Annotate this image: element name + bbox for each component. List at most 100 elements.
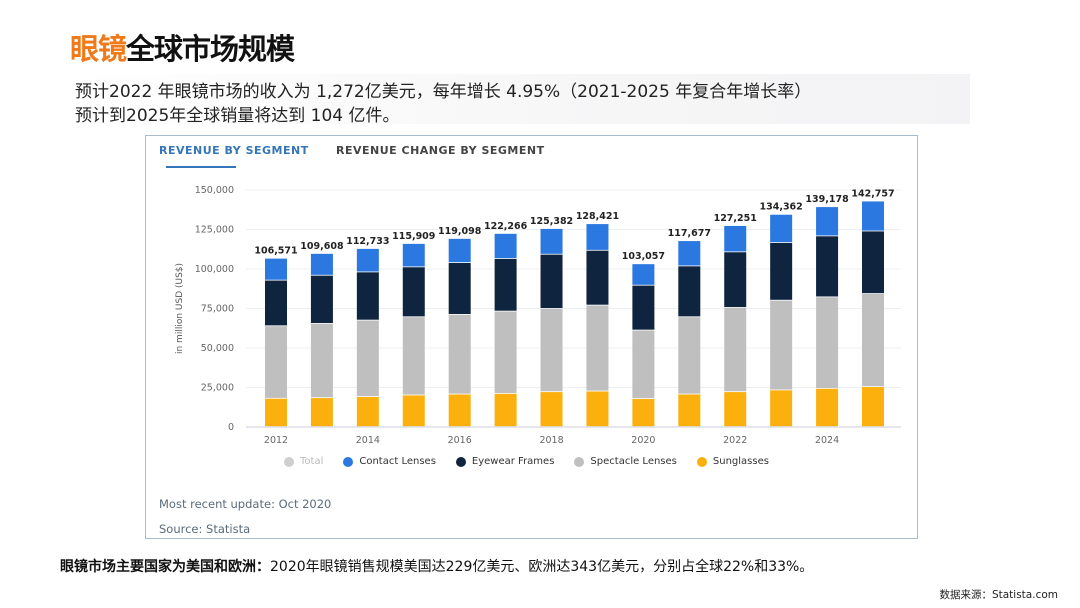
y-tick-label: 50,000	[201, 343, 234, 354]
bar-segment-spectacle-lenses	[632, 330, 655, 399]
bar-segment-spectacle-lenses	[862, 293, 884, 387]
bar-segment-spectacle-lenses	[310, 323, 333, 398]
bar-segment-sunglasses	[310, 398, 333, 427]
y-tick-label: 0	[228, 422, 234, 433]
data-label-total: 117,677	[668, 228, 711, 239]
bar-segment-contact-lenses	[770, 214, 793, 243]
data-label-total: 112,733	[346, 236, 389, 247]
bar-segment-eyewear-frames	[816, 236, 839, 297]
bar-segment-spectacle-lenses	[356, 320, 379, 397]
chart-legend: Total Contact Lenses Eyewear Frames Spec…	[284, 456, 769, 467]
bar-segment-contact-lenses	[678, 241, 701, 266]
legend-item-eyewear-frames[interactable]: Eyewear Frames	[455, 456, 555, 467]
bar-segment-eyewear-frames	[678, 266, 701, 317]
y-tick-label: 75,000	[201, 304, 234, 315]
bar-segment-sunglasses	[402, 395, 425, 427]
legend-item-sunglasses[interactable]: Sunglasses	[696, 456, 769, 467]
bar-segment-contact-lenses	[816, 207, 839, 236]
legend-dot	[284, 456, 294, 467]
x-tick-label: 2024	[815, 435, 839, 446]
x-tick-label: 2018	[539, 435, 563, 446]
legend-label: Sunglasses	[712, 456, 769, 467]
bar-segment-eyewear-frames	[724, 252, 747, 308]
y-axis-title: in million USD (US$)	[175, 263, 185, 354]
bar-segment-spectacle-lenses	[816, 297, 839, 388]
bar-segment-contact-lenses	[402, 243, 425, 267]
data-label-total: 125,382	[530, 216, 573, 227]
bar-segment-eyewear-frames	[586, 250, 609, 305]
legend-item-spectacle-lenses[interactable]: Spectacle Lenses	[574, 456, 677, 467]
bar-segment-eyewear-frames	[770, 242, 793, 300]
chart-card: REVENUE BY SEGMENT REVENUE CHANGE BY SEG…	[145, 135, 918, 539]
bar-segment-contact-lenses	[586, 224, 609, 250]
stacked-bar-chart: 0 25,000 50,000 75,000 100,000 125,000 150,000…	[175, 185, 901, 446]
legend-item-contact-lenses[interactable]: Contact Lenses	[343, 456, 436, 467]
x-tick-label: 2014	[356, 435, 380, 446]
bar-segment-sunglasses	[678, 394, 701, 427]
bar-segment-eyewear-frames	[265, 280, 287, 326]
bar-segment-sunglasses	[494, 393, 517, 427]
bar-segment-contact-lenses	[494, 233, 517, 259]
bar-segment-eyewear-frames	[862, 231, 884, 294]
title-highlight: 眼镜	[70, 32, 127, 66]
bar-segment-spectacle-lenses	[770, 300, 793, 390]
bar-segment-spectacle-lenses	[402, 317, 425, 395]
bar-segment-sunglasses	[586, 391, 609, 427]
bar-segment-eyewear-frames	[632, 285, 655, 330]
summary-line-1: 预计2022 年眼镜市场的收入为 1,272亿美元，每年增长 4.95%（202…	[75, 82, 812, 102]
bar-segment-sunglasses	[540, 392, 563, 427]
bar-segment-contact-lenses	[448, 238, 471, 263]
y-tick-label: 25,000	[201, 383, 234, 394]
bar-segment-spectacle-lenses	[586, 305, 609, 391]
data-label-total: 139,178	[805, 194, 849, 205]
data-label-total: 103,057	[622, 251, 665, 262]
bar-segment-spectacle-lenses	[724, 307, 747, 392]
bar-segment-eyewear-frames	[494, 258, 517, 311]
title-rest: 全球市场规模	[126, 32, 295, 66]
bar-segment-eyewear-frames	[402, 267, 425, 317]
legend-dot	[696, 456, 707, 467]
data-source-note: 数据来源：Statista.com	[939, 589, 1058, 601]
data-label-total: 109,608	[300, 241, 344, 252]
bar-segment-spectacle-lenses	[678, 317, 701, 394]
data-label-total: 122,266	[484, 221, 528, 232]
data-label-total: 127,251	[714, 213, 757, 224]
bar-segment-sunglasses	[265, 398, 287, 427]
legend-item-total[interactable]: Total	[284, 456, 323, 467]
bar-segment-sunglasses	[770, 390, 793, 427]
bar-segment-contact-lenses	[265, 258, 287, 280]
bar-segment-sunglasses	[632, 399, 655, 427]
bar-segment-sunglasses	[448, 394, 471, 427]
tab-revenue-by-segment[interactable]: REVENUE BY SEGMENT	[159, 144, 309, 157]
bar-segment-contact-lenses	[540, 228, 563, 254]
x-tick-label: 2012	[264, 435, 288, 446]
source-note: Source: Statista	[159, 522, 251, 536]
x-tick-label: 2022	[723, 435, 747, 446]
y-tick-label: 100,000	[195, 264, 234, 275]
update-note: Most recent update: Oct 2020	[159, 497, 332, 511]
bar-segment-contact-lenses	[632, 264, 655, 285]
bar-segment-sunglasses	[862, 387, 884, 427]
legend-dot	[455, 456, 466, 467]
data-label-total: 115,909	[392, 231, 435, 242]
legend-label: Total	[300, 456, 324, 467]
footer-bold: 眼镜市场主要国家为美国和欧洲：	[60, 559, 270, 575]
tab-revenue-change-by-segment[interactable]: REVENUE CHANGE BY SEGMENT	[336, 144, 545, 157]
footer-body: 2020年眼镜销售规模美国达229亿美元、欧洲达343亿美元，分别占全球22%和…	[270, 559, 814, 575]
bar-segment-spectacle-lenses	[540, 308, 563, 392]
legend-label: Spectacle Lenses	[590, 456, 677, 467]
data-label-total: 119,098	[438, 226, 482, 237]
bar-segment-spectacle-lenses	[494, 311, 517, 394]
bar-segment-eyewear-frames	[448, 262, 471, 315]
bar-segment-eyewear-frames	[540, 254, 563, 309]
bar-segment-contact-lenses	[356, 248, 379, 272]
legend-label: Eyewear Frames	[471, 456, 555, 467]
bar-segment-sunglasses	[816, 388, 839, 427]
legend-label: Contact Lenses	[359, 456, 436, 467]
y-tick-label: 150,000	[195, 185, 234, 196]
bar-segment-contact-lenses	[724, 225, 747, 252]
data-label-total: 142,757	[851, 188, 894, 199]
bar-segment-contact-lenses	[310, 253, 333, 275]
summary-line-2: 预计到2025年全球销量将达到 104 亿件。	[75, 106, 400, 126]
page-title: 眼镜全球市场规模	[70, 26, 295, 68]
